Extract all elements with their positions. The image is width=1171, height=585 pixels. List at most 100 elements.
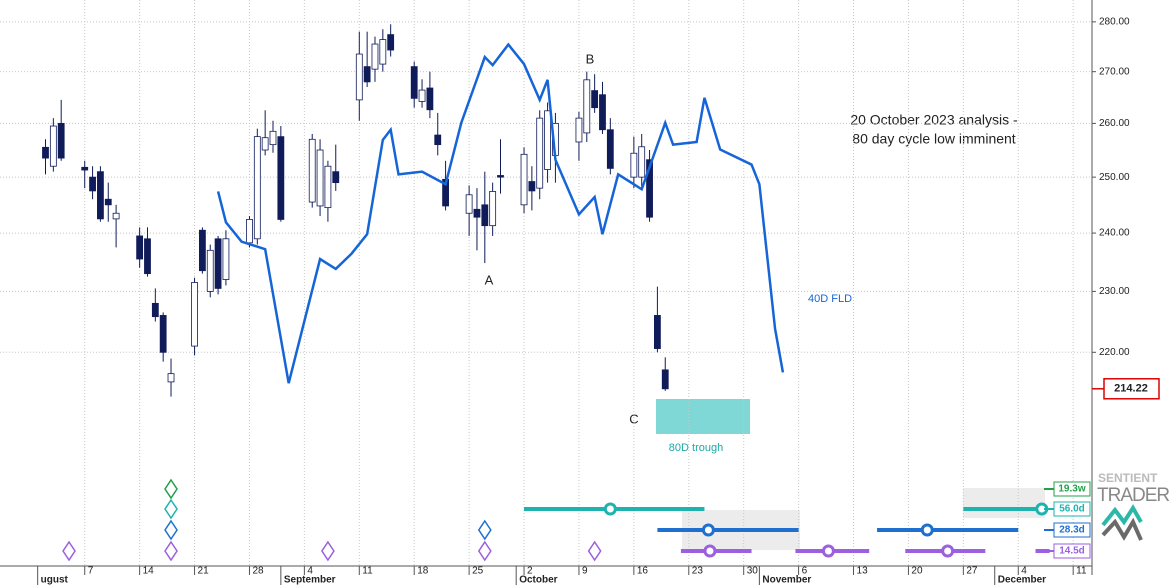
cycle-label-box (1053, 543, 1091, 559)
x-tick-label: 28 (252, 566, 264, 577)
candle-body (159, 315, 167, 353)
cycle-diamond (587, 540, 602, 562)
x-tick-label: 11 (1076, 566, 1087, 577)
candle-body (332, 171, 340, 184)
x-tick-label: 13 (857, 566, 869, 577)
annotation: B (586, 51, 595, 66)
candle-body (536, 117, 544, 189)
cycle-diamond (62, 540, 76, 562)
candle-body (418, 89, 426, 102)
candle-body (653, 315, 661, 349)
cycle-label: 19.3w (1058, 484, 1085, 495)
y-tick-label: 260.00 (1099, 118, 1130, 129)
x-tick-label: 21 (198, 566, 210, 577)
candle-body (151, 302, 159, 318)
candle-body (104, 198, 112, 206)
candle-body (371, 43, 379, 70)
candle-body (528, 181, 536, 192)
cycle-label-box (1053, 481, 1091, 497)
candle-body (355, 53, 363, 101)
last-price-label: 214.22 (1114, 383, 1148, 395)
y-tick-label: 220.00 (1099, 347, 1130, 358)
candle-body (630, 152, 638, 178)
candle-body (379, 39, 387, 65)
cycle-diamond (477, 519, 492, 541)
candle-body (481, 204, 489, 227)
cycle-label: 14.5d (1059, 546, 1085, 557)
candle-body (97, 171, 104, 220)
x-tick-label: 18 (417, 566, 429, 577)
x-tick-label: 9 (582, 566, 588, 577)
cycle-label: 28.3d (1059, 525, 1085, 536)
candle-body (136, 235, 144, 260)
y-tick-label: 240.00 (1099, 228, 1130, 239)
candle-body (89, 176, 96, 192)
candle-body (308, 138, 316, 203)
candle-body (544, 110, 551, 170)
candle-body (410, 66, 418, 99)
x-tick-label: 14 (143, 566, 155, 577)
logo-icon (1101, 517, 1143, 541)
candle-body (316, 149, 324, 207)
logo-text: TRADER (1097, 485, 1169, 506)
cycle-label-box (1053, 522, 1091, 538)
candle-body (112, 212, 120, 220)
x-tick-label: 23 (692, 566, 704, 577)
candle-body (434, 134, 442, 146)
x-tick-label: 7 (88, 566, 94, 577)
candle-body (324, 165, 332, 209)
projection-shade (963, 488, 1045, 518)
cycle-label-box (1053, 501, 1091, 517)
logo-icon (1101, 504, 1143, 527)
x-tick-label: 11 (362, 566, 373, 577)
fld-label: 40D FLD (808, 293, 852, 305)
x-tick-label: 2 (527, 566, 533, 577)
candle-body (246, 219, 253, 244)
cycle-projection-mid (701, 523, 715, 537)
cycle-projection-mid (821, 544, 835, 558)
cycle-projection-mid (920, 523, 934, 537)
month-label: September (284, 575, 336, 585)
candle-body (49, 125, 57, 167)
candle-body (57, 122, 65, 159)
y-tick-label: 250.00 (1099, 172, 1130, 183)
candle-body (363, 66, 371, 83)
candle-body (261, 137, 269, 151)
x-tick-label: 27 (966, 566, 978, 577)
x-tick-label: 16 (637, 566, 649, 577)
candle-body (473, 208, 481, 218)
candle-body (387, 34, 395, 51)
x-tick-label: 6 (802, 566, 808, 577)
candle-body (253, 136, 261, 240)
x-tick-label: 20 (911, 566, 923, 577)
cycle-projection-mid (603, 502, 617, 516)
annotation: A (485, 272, 494, 287)
cycle-diamond (164, 519, 178, 541)
candle-body (646, 159, 653, 218)
cycle-diamond (164, 498, 178, 520)
cycle-diamond (164, 478, 178, 500)
y-tick-label: 270.00 (1099, 66, 1130, 77)
cycle-diamond (164, 540, 178, 562)
month-label: ugust (41, 575, 69, 585)
candle-body (591, 90, 599, 109)
x-tick-label: 4 (307, 566, 313, 577)
logo-text: SENTIENT (1098, 471, 1158, 485)
fld-line (216, 42, 785, 384)
trough-box (656, 399, 750, 434)
trough-label: 80D trough (669, 442, 723, 454)
annotation: C (629, 411, 638, 426)
candle-body (465, 194, 473, 214)
candle-body (489, 191, 497, 227)
month-label: November (762, 575, 811, 585)
candle-body (269, 130, 277, 146)
cycle-diamond (477, 540, 492, 562)
cycle-projection-mid (941, 544, 955, 558)
y-tick-label: 230.00 (1099, 286, 1130, 297)
cycle-projection-mid (703, 544, 717, 558)
candle-body (606, 129, 614, 169)
cycle-diamond (321, 540, 335, 562)
candle-body (520, 153, 528, 206)
